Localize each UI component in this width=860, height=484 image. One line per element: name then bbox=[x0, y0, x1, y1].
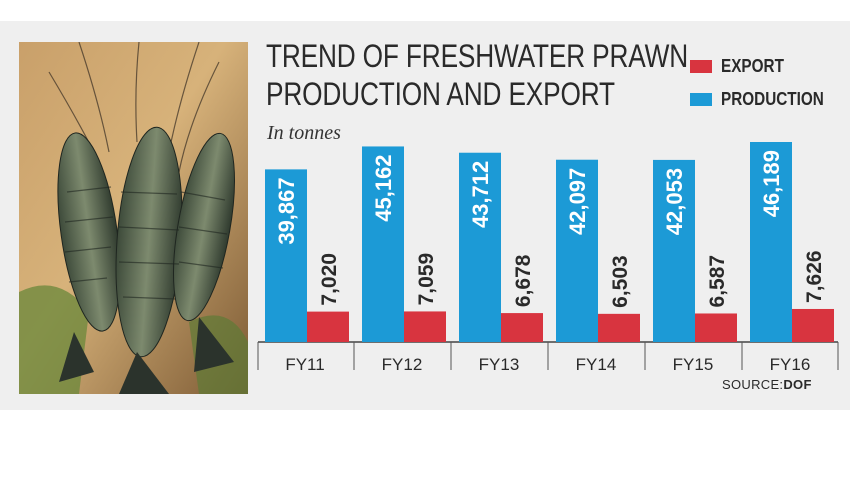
production-bar-fy15 bbox=[653, 159, 695, 342]
production-value-fy16: 46,189 bbox=[759, 150, 784, 217]
export-value-fy11: 7,020 bbox=[318, 253, 341, 306]
production-bar-fy12 bbox=[362, 146, 404, 342]
category-label-fy12: FY12 bbox=[382, 355, 423, 374]
legend-label-export: EXPORT bbox=[721, 56, 784, 76]
unit-label: In tonnes bbox=[267, 122, 341, 144]
production-value-fy11: 39,867 bbox=[274, 177, 299, 244]
legend-swatch-production bbox=[690, 93, 712, 106]
production-bar-fy11 bbox=[265, 169, 307, 342]
production-value-fy13: 43,712 bbox=[468, 161, 493, 228]
production-value-fy12: 45,162 bbox=[371, 154, 396, 221]
production-bar-fy16 bbox=[750, 142, 792, 342]
export-value-fy13: 6,678 bbox=[512, 254, 535, 307]
source-label: SOURCE: bbox=[722, 377, 784, 392]
production-bar-fy13 bbox=[459, 152, 501, 342]
category-label-fy13: FY13 bbox=[479, 355, 520, 374]
category-label-fy16: FY16 bbox=[770, 355, 811, 374]
export-bar-fy15 bbox=[695, 313, 737, 342]
export-value-fy16: 7,626 bbox=[803, 250, 826, 303]
category-label-fy15: FY15 bbox=[673, 355, 714, 374]
export-bar-fy12 bbox=[404, 311, 446, 342]
chart-title-line-2: PRODUCTION AND EXPORT bbox=[266, 76, 615, 112]
export-value-fy12: 7,059 bbox=[415, 253, 438, 306]
export-bar-fy16 bbox=[792, 308, 834, 342]
source-name: DOF bbox=[783, 377, 812, 392]
legend-swatch-export bbox=[690, 60, 712, 73]
export-bar-fy13 bbox=[501, 313, 543, 342]
export-value-fy14: 6,503 bbox=[609, 255, 632, 308]
production-value-fy14: 42,097 bbox=[565, 168, 590, 235]
category-label-fy11: FY11 bbox=[285, 355, 324, 374]
export-bar-fy14 bbox=[598, 313, 640, 342]
export-value-fy15: 6,587 bbox=[706, 255, 729, 308]
production-bar-fy14 bbox=[556, 159, 598, 342]
legend-label-production: PRODUCTION bbox=[721, 89, 824, 109]
prawn-photo bbox=[19, 42, 248, 394]
production-value-fy15: 42,053 bbox=[662, 168, 687, 235]
export-bar-fy11 bbox=[307, 311, 349, 342]
chart-title: TREND OF FRESHWATER PRAWN PRODUCTION AND… bbox=[266, 37, 688, 113]
category-label-fy14: FY14 bbox=[576, 355, 617, 374]
chart-title-line-1: TREND OF FRESHWATER PRAWN bbox=[266, 38, 689, 74]
source-note: SOURCE:DOF bbox=[722, 377, 812, 392]
